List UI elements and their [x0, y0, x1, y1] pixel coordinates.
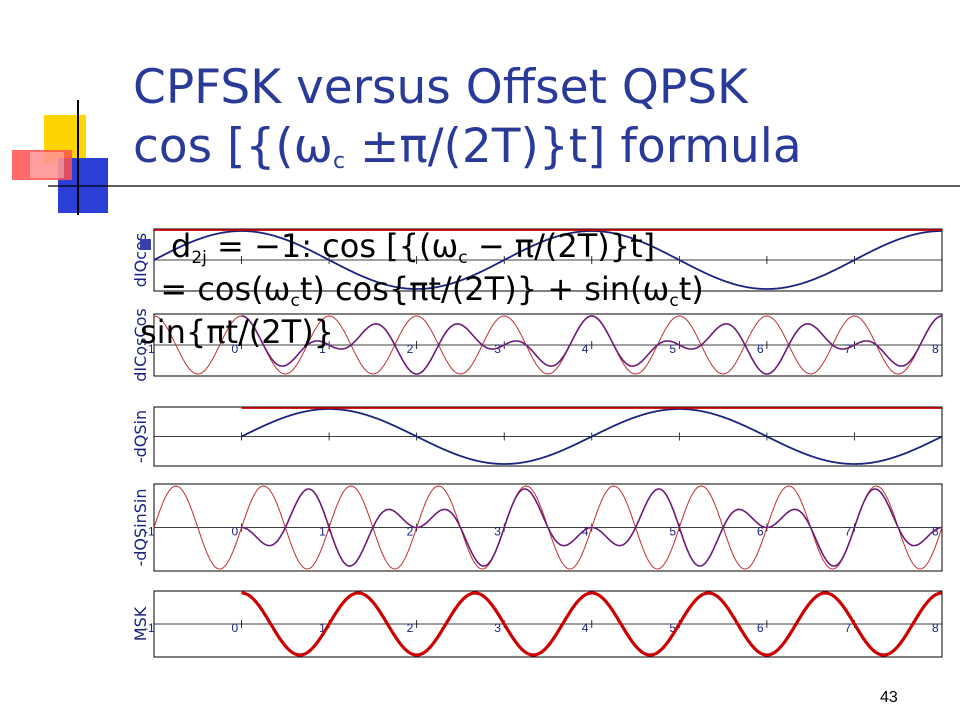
tick-label: 7 — [844, 525, 851, 539]
bullet-text: d2j = −1: cos [{(ωc − π/(2T)}t] = cos(ωc… — [140, 225, 900, 354]
tick-label: 7 — [844, 342, 851, 356]
tick-label: 0 — [232, 525, 239, 539]
product-sin-curve — [241, 488, 942, 567]
tick-label: 0 — [232, 621, 239, 635]
bullet-line-2: = cos(ωct) cos{πt/(2T)} + sin(ωct) — [140, 270, 704, 311]
tick-label: 4 — [582, 621, 589, 635]
tick-label: 2 — [407, 342, 414, 356]
msk-signal-curve — [241, 591, 942, 657]
tick-label: -1 — [144, 621, 155, 635]
panel-ylabel: -dQSin — [131, 410, 150, 463]
tick-label: 2 — [407, 621, 414, 635]
bullet-line-3: sin{πt/(2T)} — [140, 313, 335, 351]
panel-ylabel: -dQSinSin — [131, 488, 150, 566]
carrier-cos-curve — [153, 315, 943, 375]
tick-label: 3 — [494, 621, 501, 635]
title-line-2: cos [{(ωc ±π/(2T)}t] formula — [133, 119, 802, 174]
tick-label: 6 — [757, 342, 764, 356]
envelope-cos-curve — [153, 230, 942, 290]
tick-label: -1 — [144, 342, 155, 356]
tick-label: 2 — [407, 525, 414, 539]
tick-label: 4 — [582, 342, 589, 356]
tick-label: 8 — [932, 525, 939, 539]
slide-title: CPFSK versus Offset QPSK cos [{(ωc ±π/(2… — [133, 58, 953, 176]
title-line-1: CPFSK versus Offset QPSK — [133, 60, 748, 115]
tick-label: 5 — [669, 342, 676, 356]
tick-label: 5 — [669, 621, 676, 635]
bullet-marker-icon — [140, 238, 151, 250]
tick-label: 3 — [494, 342, 501, 356]
tick-label: 8 — [932, 342, 939, 356]
tick-label: 3 — [494, 525, 501, 539]
tick-label: 1 — [319, 342, 326, 356]
tick-label: -1 — [144, 525, 155, 539]
product-cos-curve — [241, 315, 942, 375]
envelope-sin-curve — [241, 408, 943, 465]
panel-ylabel: MSK — [131, 606, 150, 641]
tick-label: 6 — [757, 621, 764, 635]
page-number: 43 — [880, 689, 898, 706]
tick-label: 1 — [319, 621, 326, 635]
tick-label: 7 — [844, 621, 851, 635]
tick-label: 5 — [669, 525, 676, 539]
tick-label: 0 — [232, 342, 239, 356]
panel-ylabel: dICosCos — [131, 308, 150, 381]
bullet-line-1: d2j = −1: cos [{(ωc − π/(2T)}t] — [140, 225, 900, 268]
tick-label: 8 — [932, 621, 939, 635]
tick-label: 1 — [319, 525, 326, 539]
tick-label: 6 — [757, 525, 764, 539]
tick-label: 4 — [582, 525, 589, 539]
